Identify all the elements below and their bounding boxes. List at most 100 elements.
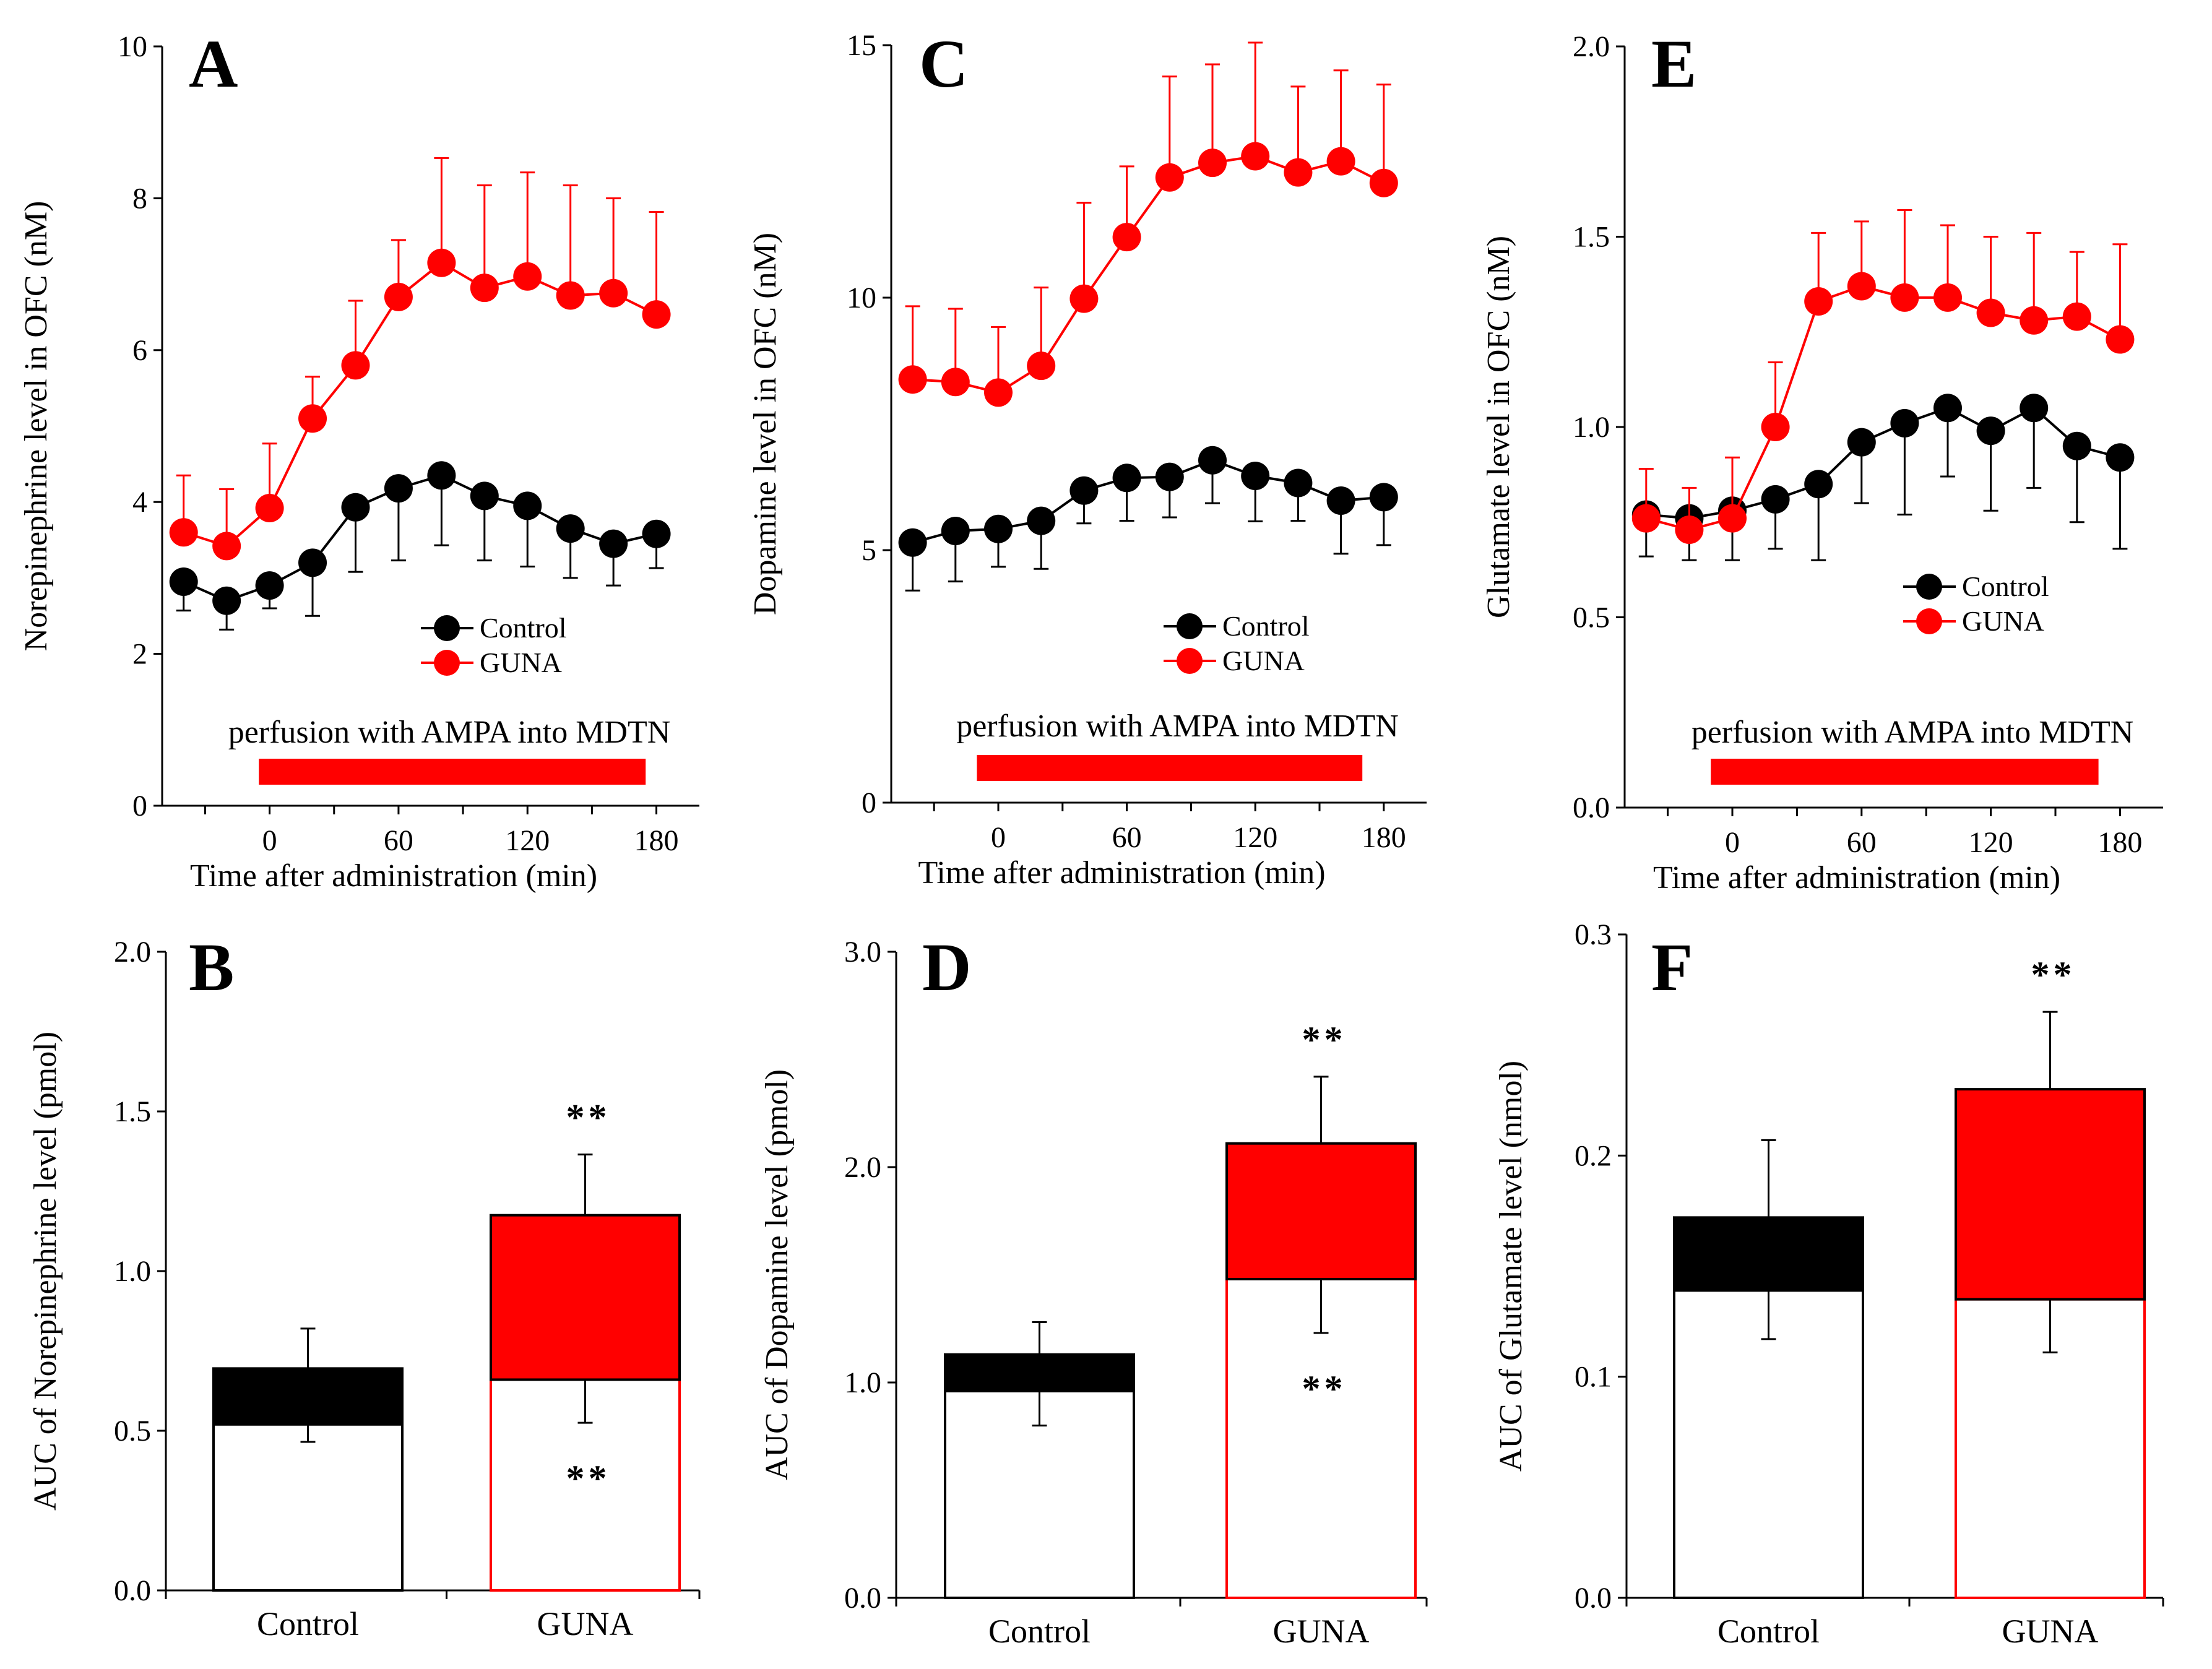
x-tick-label: 180	[2098, 826, 2142, 859]
y-tick-label: 3.0	[844, 936, 881, 968]
legend-label: GUNA	[1222, 645, 1305, 676]
data-point	[169, 567, 198, 597]
data-point	[898, 528, 927, 557]
series-line	[912, 459, 1384, 544]
x-tick-label: 120	[1233, 821, 1277, 854]
data-point	[941, 368, 970, 397]
legend-marker	[1177, 613, 1203, 639]
data-point	[984, 514, 1013, 543]
x-axis-label: Time after administration (min)	[918, 855, 1325, 891]
series-guna	[169, 157, 671, 561]
data-point	[898, 365, 927, 394]
bar-increment	[1225, 1142, 1417, 1280]
data-point	[1112, 464, 1141, 493]
y-axis-label: AUC of Dopamine level (pmol)	[759, 1069, 795, 1480]
data-point	[212, 586, 241, 615]
data-point	[1976, 298, 2005, 327]
data-point	[1369, 483, 1398, 512]
series-line	[1646, 406, 2120, 520]
y-tick-label: 15	[847, 29, 876, 62]
category-label: Control	[257, 1605, 359, 1642]
data-point	[1326, 486, 1355, 515]
x-axis-label: Time after administration (min)	[1653, 860, 2060, 895]
data-point	[1027, 506, 1056, 535]
bar-increment	[944, 1353, 1135, 1392]
data-point	[1804, 470, 1833, 499]
data-point	[2106, 325, 2135, 354]
y-tick-label: 0.0	[114, 1574, 151, 1607]
data-point	[1241, 142, 1270, 171]
x-tick-label: 120	[505, 824, 550, 857]
data-point	[556, 281, 585, 310]
data-point	[642, 519, 671, 548]
data-point	[341, 493, 370, 522]
bar-control	[944, 1321, 1135, 1599]
y-tick-label: 0.5	[1573, 602, 1610, 634]
data-point	[255, 571, 284, 600]
data-point	[556, 514, 585, 543]
significance-top: **	[2031, 954, 2076, 995]
y-tick-label: 0.5	[114, 1415, 151, 1447]
legend-label: GUNA	[480, 647, 562, 678]
data-point	[427, 248, 456, 277]
significance-bottom: **	[566, 1458, 611, 1499]
perfusion-annotation: perfusion with AMPA into MDTN	[956, 709, 1399, 744]
bar-increment	[490, 1214, 681, 1381]
category-label: GUNA	[2002, 1613, 2099, 1650]
series-control	[898, 446, 1398, 592]
data-point	[513, 491, 542, 520]
data-point	[642, 300, 671, 329]
data-point	[1890, 283, 1919, 312]
y-tick-label: 0.3	[1575, 918, 1612, 951]
perfusion-bar	[1711, 759, 2099, 785]
data-point	[1284, 468, 1313, 498]
series-control	[169, 461, 671, 631]
data-point	[1675, 515, 1704, 545]
data-point	[2020, 306, 2049, 335]
data-point	[1112, 223, 1141, 252]
data-point	[1631, 504, 1661, 533]
data-point	[1976, 416, 2005, 446]
y-tick-label: 1.5	[114, 1095, 151, 1128]
significance-top: **	[1302, 1019, 1347, 1060]
series-line	[1646, 285, 2121, 532]
y-tick-label: 1.0	[844, 1366, 881, 1399]
y-tick-label: 0.0	[844, 1582, 881, 1615]
bar-increment	[1673, 1216, 1864, 1292]
series-control	[1631, 394, 2135, 561]
x-tick-label: 0	[262, 824, 277, 857]
legend-marker	[434, 615, 460, 641]
y-tick-label: 8	[132, 182, 147, 215]
legend-marker	[434, 650, 460, 676]
data-point	[1198, 446, 1227, 475]
data-point	[298, 548, 327, 577]
y-tick-label: 0	[132, 790, 147, 822]
data-point	[1069, 476, 1099, 505]
panel-letter: A	[189, 26, 238, 101]
y-axis-label: AUC of Glutamate level (nmol)	[1493, 1061, 1529, 1472]
data-point	[255, 494, 284, 523]
x-tick-label: 60	[384, 824, 413, 857]
data-point	[1933, 283, 1962, 312]
series-line	[183, 261, 657, 548]
data-point	[1155, 462, 1184, 491]
bar-increment	[1955, 1088, 2146, 1301]
perfusion-annotation: perfusion with AMPA into MDTN	[1691, 715, 2134, 750]
data-point	[384, 474, 413, 503]
y-axis-label: Glutamate level in OFC (nM)	[1481, 236, 1516, 618]
data-point	[1847, 428, 1876, 457]
data-point	[2106, 443, 2135, 472]
x-tick-label: 180	[1362, 821, 1406, 854]
data-point	[2062, 302, 2091, 331]
perfusion-annotation: perfusion with AMPA into MDTN	[228, 715, 671, 750]
y-tick-label: 2.0	[1573, 30, 1610, 63]
y-tick-label: 4	[132, 486, 147, 519]
data-point	[169, 518, 198, 547]
panel-D: 0.0 1.0 2.0 3.0 AUC of Dopamine level (pmol)…	[759, 929, 1428, 1650]
x-tick-label: 120	[1969, 826, 2013, 859]
category-label: GUNA	[1273, 1613, 1370, 1650]
y-tick-label: 0.1	[1575, 1361, 1612, 1394]
bar-increment	[212, 1367, 404, 1426]
